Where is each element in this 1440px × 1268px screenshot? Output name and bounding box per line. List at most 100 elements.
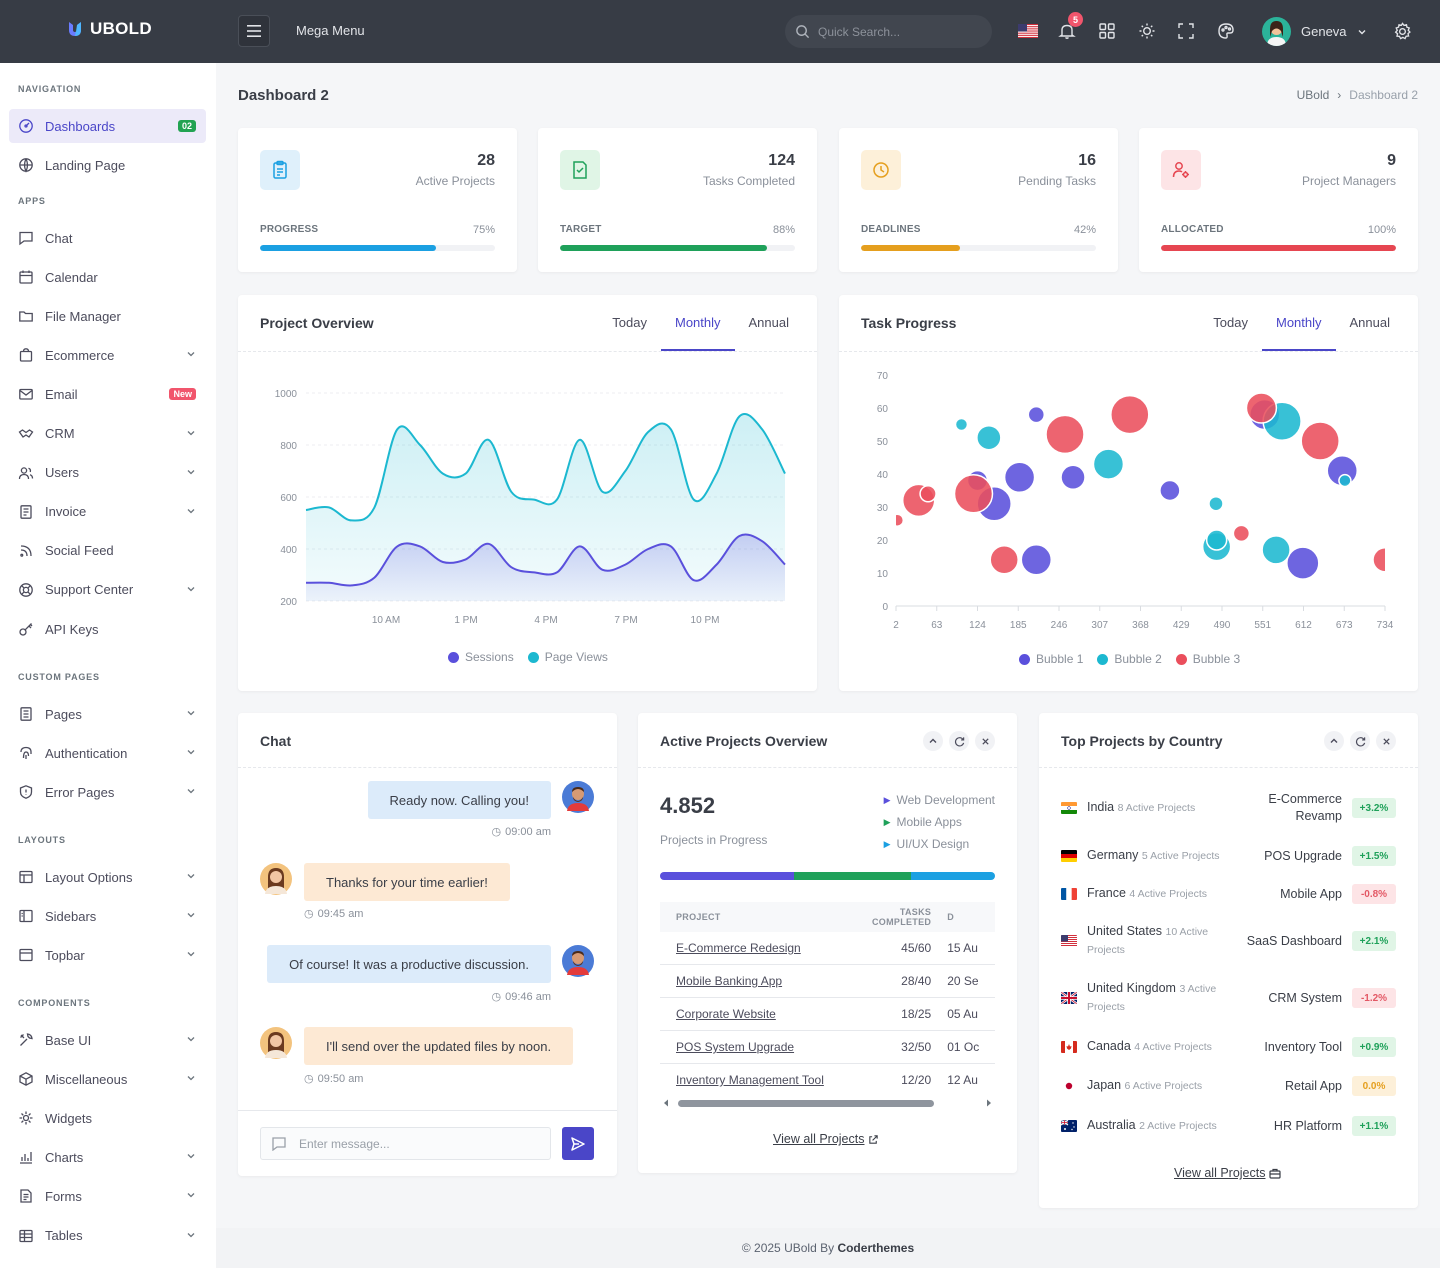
- sidebar-item-file-manager[interactable]: File Manager: [9, 299, 206, 333]
- sidebar-item-miscellaneous[interactable]: Miscellaneous: [9, 1062, 206, 1096]
- breadcrumb-home[interactable]: UBold: [1296, 88, 1330, 102]
- legend-bubble-1[interactable]: Bubble 1: [1019, 652, 1083, 666]
- bubble-bubble-1[interactable]: [1060, 464, 1086, 491]
- settings-button[interactable]: [1391, 20, 1413, 42]
- bubble-bubble-3[interactable]: [1110, 394, 1150, 435]
- country-row[interactable]: Australia 2 Active Projects HR Platform +1…: [1061, 1116, 1396, 1136]
- sidebar-item-ecommerce[interactable]: Ecommerce: [9, 338, 206, 372]
- bubble-bubble-3[interactable]: [953, 474, 994, 514]
- notifications-button[interactable]: [1056, 20, 1078, 42]
- column-due-date[interactable]: D: [947, 912, 955, 922]
- project-link[interactable]: Inventory Management Tool: [676, 1073, 824, 1087]
- apps-button[interactable]: [1096, 20, 1118, 42]
- sidebar-item-chat[interactable]: Chat: [9, 221, 206, 255]
- tab-today[interactable]: Today: [612, 314, 647, 330]
- tab-annual[interactable]: Annual: [1349, 314, 1390, 330]
- country-row[interactable]: United Kingdom 3 Active Projects CRM Syst…: [1061, 980, 1396, 1016]
- bubble-bubble-3[interactable]: [891, 513, 905, 527]
- brand-logo[interactable]: UBOLD: [66, 19, 152, 39]
- refresh-button[interactable]: [949, 731, 969, 751]
- legend-page-views[interactable]: Page Views: [527, 650, 608, 664]
- column-project[interactable]: PROJECT: [676, 912, 721, 922]
- country-row[interactable]: India 8 Active Projects E-Commerce Revamp…: [1061, 791, 1396, 825]
- user-menu[interactable]: Geneva: [1262, 17, 1367, 46]
- bubble-bubble-2[interactable]: [1092, 448, 1125, 480]
- country-row[interactable]: Japan 6 Active Projects Retail App 0.0%: [1061, 1076, 1396, 1096]
- tab-today[interactable]: Today: [1213, 314, 1248, 330]
- sidebar-item-users[interactable]: Users: [9, 456, 206, 490]
- tab-annual[interactable]: Annual: [748, 314, 789, 330]
- menu-toggle-button[interactable]: [238, 15, 270, 47]
- bubble-bubble-3[interactable]: [1232, 524, 1251, 543]
- language-selector[interactable]: [1017, 20, 1039, 42]
- sidebar-item-email[interactable]: Email New: [9, 377, 206, 411]
- sidebar-item-api-keys[interactable]: API Keys: [9, 612, 206, 646]
- search-input[interactable]: [818, 24, 978, 39]
- sidebar-item-dashboards[interactable]: Dashboards 02: [9, 109, 206, 143]
- footer-author[interactable]: Coderthemes: [837, 1241, 915, 1255]
- view-all-projects-link[interactable]: View all Projects: [773, 1132, 879, 1146]
- chat-input[interactable]: [260, 1127, 551, 1160]
- bubble-bubble-2[interactable]: [1338, 473, 1352, 488]
- tab-monthly[interactable]: Monthly: [660, 295, 735, 351]
- bubble-bubble-3[interactable]: [1372, 547, 1397, 573]
- collapse-button[interactable]: [1324, 731, 1344, 751]
- quick-search[interactable]: [785, 15, 992, 48]
- tab-monthly[interactable]: Monthly: [1261, 295, 1336, 351]
- sidebar-item-support-center[interactable]: Support Center: [9, 573, 206, 607]
- close-button[interactable]: [975, 731, 995, 751]
- horizontal-scrollbar[interactable]: [660, 1097, 995, 1109]
- bubble-bubble-1[interactable]: [1159, 479, 1181, 502]
- bubble-bubble-3[interactable]: [1245, 392, 1278, 424]
- close-button[interactable]: [1376, 731, 1396, 751]
- sidebar-item-charts[interactable]: Charts: [9, 1140, 206, 1174]
- country-row[interactable]: Germany 5 Active Projects POS Upgrade +1.5…: [1061, 846, 1396, 866]
- project-link[interactable]: POS System Upgrade: [676, 1040, 795, 1054]
- theme-toggle-button[interactable]: [1136, 20, 1158, 42]
- sidebar-item-crm[interactable]: CRM: [9, 417, 206, 451]
- country-row[interactable]: France 4 Active Projects Mobile App -0.8%: [1061, 884, 1396, 904]
- sidebar-item-forms[interactable]: Forms: [9, 1179, 206, 1213]
- bubble-bubble-3[interactable]: [919, 485, 937, 503]
- collapse-button[interactable]: [923, 731, 943, 751]
- project-link[interactable]: E-Commerce Redesign: [676, 941, 801, 955]
- table-row[interactable]: POS System Upgrade 32/50 01 Oc: [660, 1031, 995, 1064]
- view-all-projects-link[interactable]: View all Projects: [1174, 1166, 1282, 1180]
- table-row[interactable]: Corporate Website 18/25 05 Au: [660, 998, 995, 1031]
- mega-menu-link[interactable]: Mega Menu: [296, 23, 365, 38]
- table-row[interactable]: Mobile Banking App 28/40 20 Se: [660, 965, 995, 998]
- bubble-bubble-1[interactable]: [1003, 461, 1036, 494]
- project-link[interactable]: Corporate Website: [676, 1007, 776, 1021]
- bubble-bubble-1[interactable]: [1027, 405, 1046, 424]
- sidebar-item-invoice[interactable]: Invoice: [9, 495, 206, 529]
- column-tasks-completed[interactable]: TASKS COMPLETED: [872, 907, 932, 927]
- bubble-bubble-1[interactable]: [1020, 544, 1053, 576]
- bubble-bubble-1[interactable]: [1286, 546, 1320, 580]
- bubble-bubble-2[interactable]: [954, 417, 969, 432]
- bubble-bubble-3[interactable]: [1045, 414, 1085, 455]
- send-button[interactable]: [562, 1127, 594, 1160]
- sidebar-item-widgets[interactable]: Widgets: [9, 1101, 206, 1135]
- fullscreen-button[interactable]: [1175, 20, 1197, 42]
- sidebar-item-topbar[interactable]: Topbar: [9, 938, 206, 972]
- sidebar-item-tables[interactable]: Tables: [9, 1219, 206, 1253]
- table-row[interactable]: Inventory Management Tool 12/20 12 Au: [660, 1064, 995, 1092]
- message-input[interactable]: [299, 1136, 539, 1151]
- bubble-bubble-2[interactable]: [1261, 535, 1291, 565]
- sidebar-item-error-pages[interactable]: Error Pages: [9, 775, 206, 809]
- bubble-bubble-2[interactable]: [1205, 529, 1228, 551]
- sidebar-item-landing-page[interactable]: Landing Page: [9, 148, 206, 182]
- sidebar-item-sidebars[interactable]: Sidebars: [9, 899, 206, 933]
- sidebar-item-layout-options[interactable]: Layout Options: [9, 860, 206, 894]
- bubble-bubble-3[interactable]: [989, 545, 1019, 575]
- sidebar-item-social-feed[interactable]: Social Feed: [9, 534, 206, 568]
- legend-bubble-2[interactable]: Bubble 2: [1097, 652, 1162, 666]
- bubble-bubble-2[interactable]: [1208, 495, 1224, 512]
- country-row[interactable]: United States 10 Active Projects SaaS Das…: [1061, 923, 1396, 959]
- refresh-button[interactable]: [1350, 731, 1370, 751]
- sidebar-item-base-ui[interactable]: Base UI: [9, 1023, 206, 1057]
- sidebar-item-pages[interactable]: Pages: [9, 697, 206, 731]
- bubble-bubble-2[interactable]: [976, 424, 1002, 451]
- project-link[interactable]: Mobile Banking App: [676, 974, 783, 988]
- country-row[interactable]: Canada 4 Active Projects Inventory Tool +0…: [1061, 1037, 1396, 1057]
